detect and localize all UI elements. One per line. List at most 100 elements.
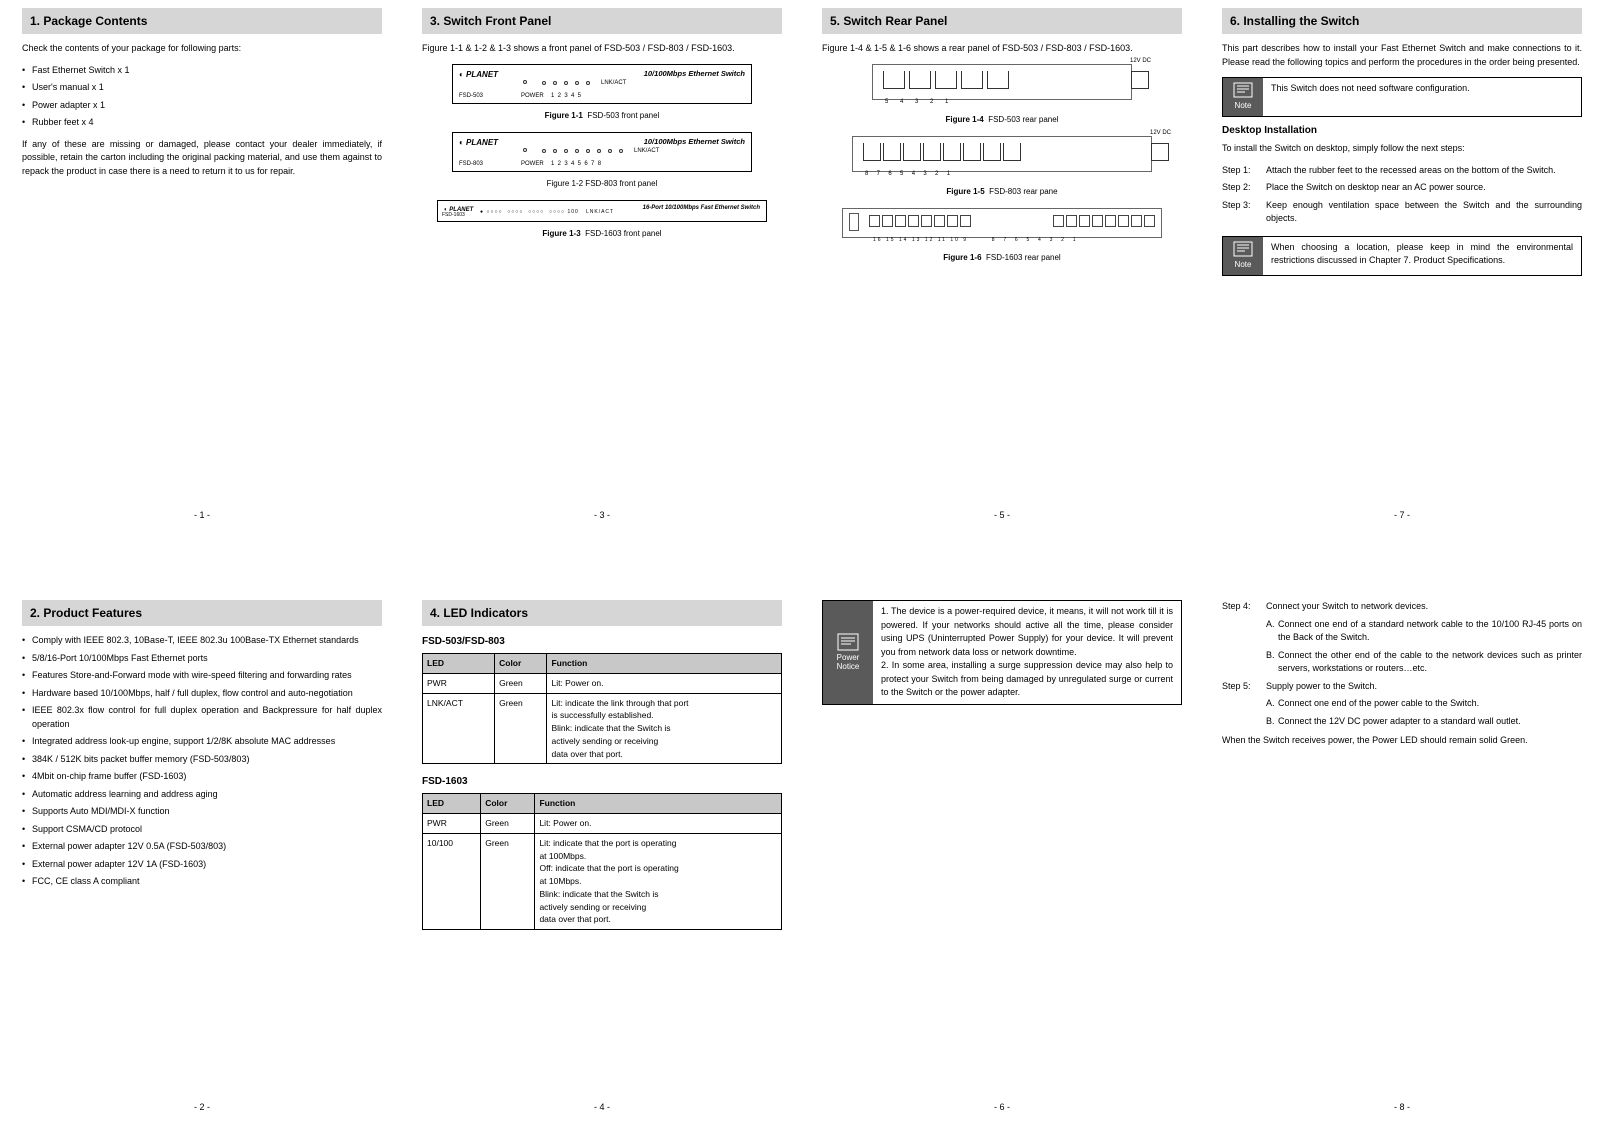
note-text: When choosing a location, please keep in… <box>1263 237 1581 275</box>
sub-step: B.Connect the other end of the cable to … <box>1222 649 1582 676</box>
rear-panel-803: 12V DC 8 7 6 5 4 3 2 1 <box>852 136 1152 172</box>
page-number: - 8 - <box>1212 1101 1592 1115</box>
step-row: Step 3:Keep enough ventilation space bet… <box>1222 199 1582 226</box>
page-number: - 6 - <box>812 1101 1192 1115</box>
page-number: - 1 - <box>12 509 392 523</box>
page-number: - 7 - <box>1212 509 1592 523</box>
page-5: 5. Switch Rear Panel Figure 1-4 & 1-5 & … <box>812 8 1192 528</box>
th: LED <box>423 654 495 674</box>
switch-label: 10/100Mbps Ethernet Switch <box>644 136 745 147</box>
led-table-1603: LED Color Function PWRGreenLit: Power on… <box>422 793 782 930</box>
front-panel-803: ◐ PLANET 10/100Mbps Ethernet Switch LNK/… <box>452 132 752 172</box>
table-row: PWRGreenLit: Power on. <box>423 673 782 693</box>
list-item: IEEE 802.3x flow control for full duplex… <box>22 704 382 731</box>
section-header: 4. LED Indicators <box>422 600 782 626</box>
sub-step: B.Connect the 12V DC power adapter to a … <box>1222 715 1582 729</box>
table-title: FSD-1603 <box>422 774 782 789</box>
section-header: 1. Package Contents <box>22 8 382 34</box>
list-item: Power adapter x 1 <box>22 99 382 113</box>
rear-panel-1603: 16 15 14 13 12 11 10 9 8 7 6 5 4 3 2 1 <box>842 208 1162 238</box>
page-6: Power Notice 1. The device is a power-re… <box>812 600 1192 1120</box>
list-item: Features Store-and-Forward mode with wir… <box>22 669 382 683</box>
page-number: - 2 - <box>12 1101 392 1115</box>
section-header: 5. Switch Rear Panel <box>822 8 1182 34</box>
list-item: 5/8/16-Port 10/100Mbps Fast Ethernet por… <box>22 652 382 666</box>
th: Color <box>481 794 535 814</box>
list-item: Support CSMA/CD protocol <box>22 823 382 837</box>
page-4: 4. LED Indicators FSD-503/FSD-803 LED Co… <box>412 600 792 1120</box>
table-row: PWRGreenLit: Power on. <box>423 814 782 834</box>
intro-text: Figure 1-1 & 1-2 & 1-3 shows a front pan… <box>422 42 782 56</box>
planet-logo: ◐ PLANET <box>459 138 498 147</box>
power-notice-icon: Power Notice <box>823 601 873 704</box>
planet-logo: ◐ PLANET <box>459 70 498 79</box>
page-3: 3. Switch Front Panel Figure 1-1 & 1-2 &… <box>412 8 792 528</box>
model-label: FSD-1603 <box>442 212 465 220</box>
step-row: Step 4:Connect your Switch to network de… <box>1222 600 1582 614</box>
feature-list: Comply with IEEE 802.3, 10Base-T, IEEE 8… <box>22 634 382 889</box>
page-number: - 4 - <box>412 1101 792 1115</box>
intro-text: Figure 1-4 & 1-5 & 1-6 shows a rear pane… <box>822 42 1182 56</box>
tail-text: When the Switch receives power, the Powe… <box>1222 734 1582 748</box>
led-row: LNK/ACT <box>523 147 659 156</box>
list-item: Integrated address look-up engine, suppo… <box>22 735 382 749</box>
lead-text: To install the Switch on desktop, simply… <box>1222 142 1582 156</box>
list-item: External power adapter 12V 1A (FSD-1603) <box>22 858 382 872</box>
th: Color <box>495 654 547 674</box>
figure-caption: Figure 1-2 FSD-803 front panel <box>422 178 782 190</box>
section-header: 2. Product Features <box>22 600 382 626</box>
th: Function <box>547 654 782 674</box>
note-box: Note This Switch does not need software … <box>1222 77 1582 117</box>
list-item: User's manual x 1 <box>22 81 382 95</box>
body-text: If any of these are missing or damaged, … <box>22 138 382 179</box>
list-item: Rubber feet x 4 <box>22 116 382 130</box>
led-table-503-803: LED Color Function PWRGreenLit: Power on… <box>422 653 782 764</box>
power-notice-text: 1. The device is a power-required device… <box>873 601 1181 704</box>
th: Function <box>535 794 782 814</box>
section-header: 6. Installing the Switch <box>1222 8 1582 34</box>
step-row: Step 5:Supply power to the Switch. <box>1222 680 1582 694</box>
figure-caption: Figure 1-1 FSD-503 front panel <box>422 110 782 122</box>
figure-caption: Figure 1-4 FSD-503 rear panel <box>822 114 1182 126</box>
list-item: Comply with IEEE 802.3, 10Base-T, IEEE 8… <box>22 634 382 648</box>
figure-caption: Figure 1-5 FSD-803 rear pane <box>822 186 1182 198</box>
front-panel-1603: ◐ PLANET 16-Port 10/100Mbps Fast Etherne… <box>437 200 767 222</box>
intro-text: Check the contents of your package for f… <box>22 42 382 56</box>
section-header: 3. Switch Front Panel <box>422 8 782 34</box>
model-label: FSD-503 <box>459 92 483 101</box>
table-row: LNK/ACTGreenLit: indicate the link throu… <box>423 693 782 764</box>
rear-panel-503: 12V DC 5 4 3 2 1 <box>872 64 1132 100</box>
list-item: 4Mbit on-chip frame buffer (FSD-1603) <box>22 770 382 784</box>
led-row: LNK/ACT <box>523 79 626 88</box>
page-number: - 3 - <box>412 509 792 523</box>
step-row: Step 2:Place the Switch on desktop near … <box>1222 181 1582 195</box>
figure-caption: Figure 1-6 FSD-1603 rear panel <box>822 252 1182 264</box>
list-item: 384K / 512K bits packet buffer memory (F… <box>22 753 382 767</box>
list-item: Supports Auto MDI/MDI-X function <box>22 805 382 819</box>
th: LED <box>423 794 481 814</box>
list-item: FCC, CE class A compliant <box>22 875 382 889</box>
package-list: Fast Ethernet Switch x 1 User's manual x… <box>22 64 382 130</box>
subheading: Desktop Installation <box>1222 123 1582 138</box>
list-item: Automatic address learning and address a… <box>22 788 382 802</box>
sub-step: A.Connect one end of the power cable to … <box>1222 697 1582 711</box>
note-box: Note When choosing a location, please ke… <box>1222 236 1582 276</box>
note-text: This Switch does not need software confi… <box>1263 78 1581 116</box>
table-title: FSD-503/FSD-803 <box>422 634 782 649</box>
note-icon: Note <box>1223 78 1263 116</box>
figure-caption: Figure 1-3 FSD-1603 front panel <box>422 228 782 240</box>
page-number: - 5 - <box>812 509 1192 523</box>
power-notice-box: Power Notice 1. The device is a power-re… <box>822 600 1182 705</box>
front-panel-503: ◐ PLANET 10/100Mbps Ethernet Switch LNK/… <box>452 64 752 104</box>
page-7: 6. Installing the Switch This part descr… <box>1212 8 1592 528</box>
note-icon: Note <box>1223 237 1263 275</box>
page-2: 2. Product Features Comply with IEEE 802… <box>12 600 392 1120</box>
list-item: Hardware based 10/100Mbps, half / full d… <box>22 687 382 701</box>
switch-label: 16-Port 10/100Mbps Fast Ethernet Switch <box>643 204 760 213</box>
switch-label: 10/100Mbps Ethernet Switch <box>644 68 745 79</box>
intro-text: This part describes how to install your … <box>1222 42 1582 69</box>
step-row: Step 1:Attach the rubber feet to the rec… <box>1222 164 1582 178</box>
page-1: 1. Package Contents Check the contents o… <box>12 8 392 528</box>
list-item: External power adapter 12V 0.5A (FSD-503… <box>22 840 382 854</box>
table-row: 10/100GreenLit: indicate that the port i… <box>423 833 782 929</box>
